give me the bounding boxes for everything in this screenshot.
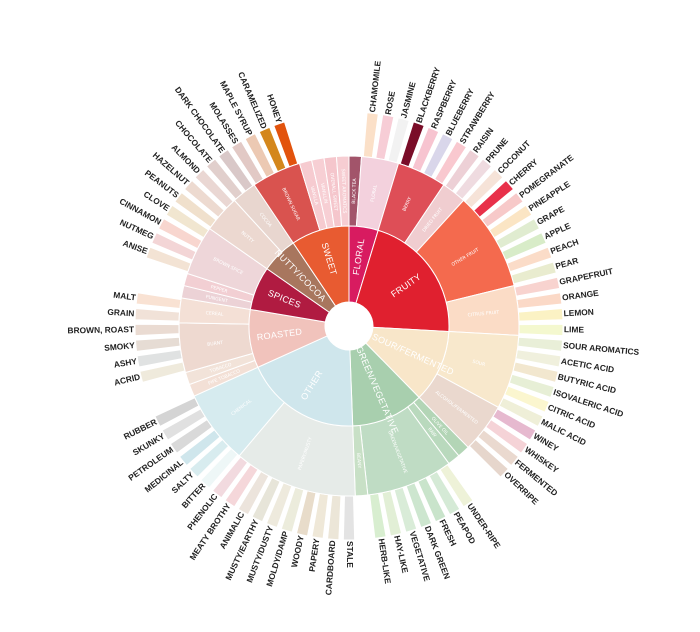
leaf-label: SOUR AROMATICS [563, 340, 640, 357]
subcategory-label: RAW [426, 427, 437, 439]
leaf-stale[interactable] [342, 495, 356, 541]
subcategory-label: FLORAL [370, 184, 379, 203]
leaf-label: ACRID [113, 372, 141, 388]
leaf-label: ORANGE [561, 288, 599, 303]
leaf-label: GRAIN [107, 307, 135, 318]
leaf-label: HONEY [265, 93, 284, 125]
leaf-chamomile[interactable] [362, 112, 379, 159]
subcategory-label: BLACK TEA [351, 177, 358, 203]
leaf-label: PAPERY [307, 537, 322, 572]
leaf-label: STALE [345, 541, 355, 568]
subcategory-label: CITRUS FRUIT [467, 310, 499, 319]
leaf-label: FRESH [437, 518, 458, 548]
subcategory-label: BERRY [401, 196, 413, 212]
subcategory-label: SWEET AROMATICS [340, 169, 348, 214]
subcategory-label: VANILLIN [319, 183, 329, 204]
leaf-label: LEMON [563, 307, 594, 319]
leaf-smoky[interactable] [134, 336, 181, 352]
leaf-label: WOODY [289, 534, 306, 568]
leaf-label: CHAMOMILE [367, 60, 383, 113]
leaf-label: SMOKY [104, 340, 136, 353]
leaf-label: APPLE [542, 220, 572, 241]
leaf-label: GRAPEFRUIT [558, 266, 614, 287]
subcategory-label: VANILLA [309, 186, 320, 207]
leaf-label: JASMINE [398, 80, 417, 119]
leaf-brown-roast[interactable] [134, 323, 180, 337]
leaf-label: LIME [564, 324, 585, 334]
leaf-label: ACETIC ACID [560, 356, 615, 375]
leaf-label: BROWN, ROAST [67, 324, 135, 335]
leaf-sour-aromatics[interactable] [517, 336, 564, 352]
center-hole [325, 302, 373, 350]
subcategory-label: PEPPER [210, 284, 229, 295]
subcategory-label: BURNT [207, 340, 224, 348]
leaf-label: MALT [113, 290, 138, 303]
leaf-lemon[interactable] [517, 307, 564, 322]
leaf-grain[interactable] [134, 307, 181, 322]
leaf-label: ASHY [113, 356, 138, 370]
leaf-malt[interactable] [135, 292, 182, 310]
leaf-label: CARDBOARD [323, 540, 337, 595]
leaf-label: PEACH [549, 237, 580, 256]
subcategory-label: SOUR [472, 359, 487, 369]
subcategory-label: BEANY [355, 453, 362, 469]
leaf-label: ANISE [122, 238, 150, 256]
leaf-cardboard[interactable] [327, 494, 342, 541]
leaf-label: PEAR [554, 255, 579, 271]
leaf-label: HAY-LIKE [392, 534, 410, 574]
subcategory-label: CEREAL [205, 310, 224, 318]
leaf-label: HERB-LIKE [376, 538, 393, 585]
subcategory-label: PUNGENT [205, 294, 228, 304]
subcategory-label: OVERALL SWEET [328, 172, 338, 211]
inner-ring: FLORALFRUITYSOUR/FERMENTEDGREEN/VEGETATI… [248, 225, 456, 435]
leaf-label: ROSE [383, 90, 397, 116]
leaf-lime[interactable] [518, 323, 564, 337]
